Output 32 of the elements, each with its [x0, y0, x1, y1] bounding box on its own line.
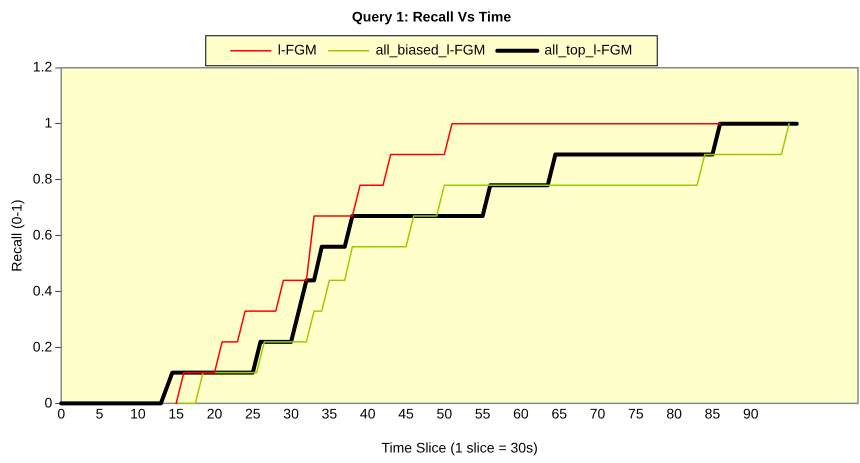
x-tick-label: 45: [398, 406, 414, 422]
y-tick-label: 0.4: [32, 282, 52, 298]
y-tick-label: 0.2: [32, 338, 52, 354]
y-tick-label: 1: [44, 114, 52, 131]
x-tick-label: 15: [168, 406, 184, 422]
x-tick-label: 65: [551, 406, 568, 422]
chart-title: Query 1: Recall Vs Time: [352, 8, 512, 24]
y-tick-label: 0.6: [32, 226, 52, 242]
x-tick-label: 70: [590, 406, 606, 422]
x-tick-label: 20: [206, 406, 222, 422]
x-tick-label: 55: [474, 406, 491, 422]
x-tick-label: 40: [360, 406, 376, 422]
x-tick-label: 30: [283, 406, 300, 422]
x-tick-label: 5: [96, 406, 104, 422]
x-tick-label: 80: [666, 406, 682, 422]
y-axis-title: Recall (0-1): [8, 199, 24, 272]
x-tick-label: 75: [628, 406, 644, 422]
x-tick-label: 35: [322, 406, 338, 422]
y-tick-label: 1.2: [32, 58, 52, 75]
x-tick-label: 50: [436, 406, 452, 422]
y-tick-label: 0: [44, 394, 52, 410]
x-tick-label: 0: [57, 406, 66, 422]
x-tick-label: 25: [244, 406, 261, 422]
y-tick-label: 0.8: [32, 170, 52, 187]
x-tick-label: 85: [704, 406, 720, 422]
x-tick-label: 90: [742, 406, 759, 422]
legend-label: all_top_l-FGM: [544, 42, 632, 58]
legend-label: l-FGM: [278, 42, 317, 58]
x-tick-label: 60: [513, 406, 529, 422]
legend-label: all_biased_l-FGM: [376, 42, 486, 58]
x-axis-title: Time Slice (1 slice = 30s): [382, 439, 538, 456]
x-tick-label: 10: [130, 406, 146, 422]
